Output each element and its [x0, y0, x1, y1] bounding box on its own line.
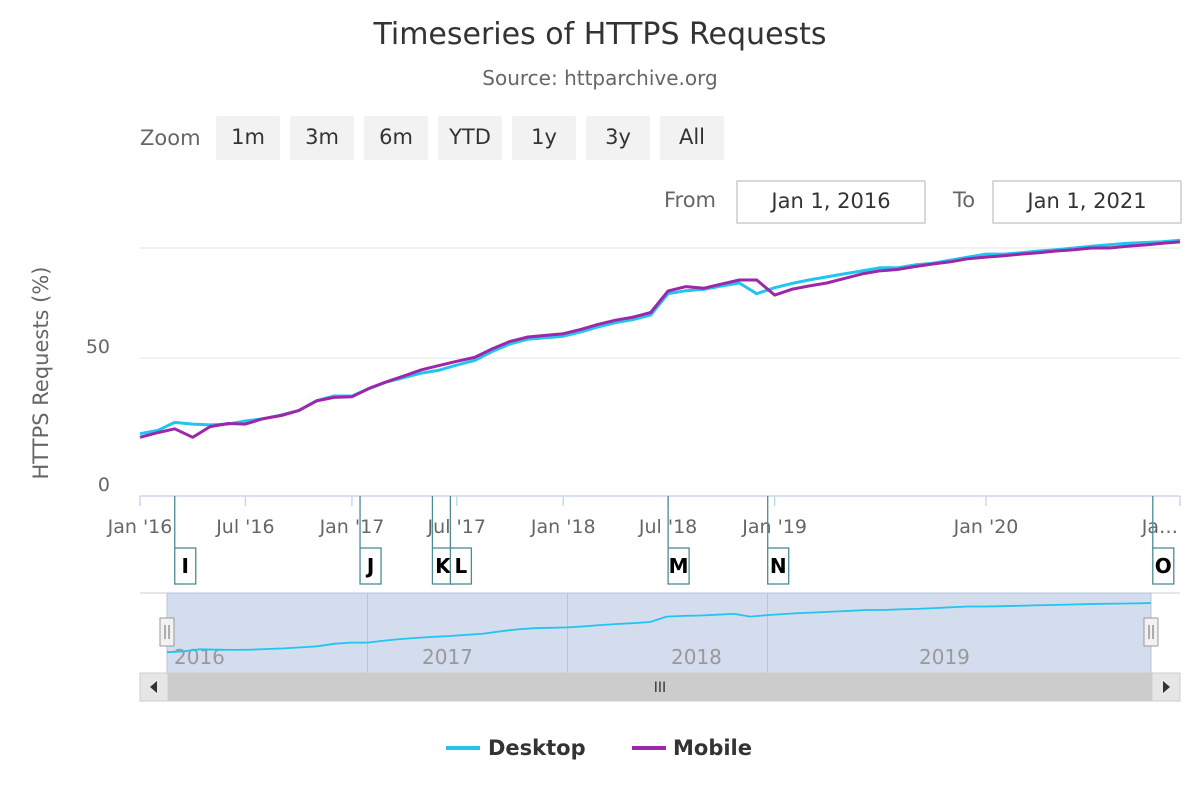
flag-l[interactable]: L [449, 496, 473, 585]
chart-title: Timeseries of HTTPS Requests [372, 17, 826, 52]
flag-n[interactable]: N [767, 496, 790, 585]
scrollbar-thumb[interactable] [168, 673, 1152, 701]
flag-label: I [182, 554, 189, 578]
navigator-year-2018: 2018 [671, 645, 722, 669]
series-lines [139, 238, 1181, 439]
grid-lines [140, 247, 1180, 359]
zoom-button-all-label: All [679, 125, 705, 149]
x-tick-label: Jul '17 [427, 516, 486, 538]
navigator-year-2019: 2019 [919, 645, 970, 669]
legend-desktop-label: Desktop [488, 736, 586, 760]
navigator-left-handle[interactable] [159, 617, 175, 647]
series-line-desktop[interactable] [139, 238, 1181, 436]
zoom-button-6m-label: 6m [379, 125, 413, 149]
legend: Desktop Mobile [446, 736, 752, 760]
series-line-mobile[interactable] [139, 240, 1181, 439]
flag-label: K [435, 554, 452, 578]
arrow-left-icon [150, 681, 157, 693]
zoom-button-1y[interactable]: 1y [512, 116, 576, 160]
zoom-button-1y-label: 1y [531, 125, 557, 149]
zoom-button-ytd[interactable]: YTD [438, 116, 502, 160]
zoom-button-ytd-label: YTD [448, 125, 491, 149]
x-tick-label: Jan '18 [530, 516, 596, 538]
flag-o[interactable]: O [1152, 496, 1175, 585]
flag-box [174, 547, 197, 585]
flag-label: J [365, 554, 374, 578]
zoom-button-3y[interactable]: 3y [586, 116, 650, 160]
navigator-desktop-line [166, 602, 1152, 654]
from-label: From [664, 188, 716, 212]
flag-m[interactable]: M [667, 496, 690, 585]
zoom-button-3y-label: 3y [605, 125, 631, 149]
to-date-input[interactable]: Jan 1, 2021 [992, 180, 1182, 224]
flag-box [359, 547, 382, 585]
zoom-label: Zoom [140, 126, 201, 150]
zoom-button-3m-label: 3m [305, 125, 339, 149]
navigator[interactable]: 2016 2017 2018 2019 [140, 592, 1180, 674]
flag-box [767, 547, 790, 585]
x-tick-label: Jan '16 [107, 516, 173, 538]
y-axis-ticks: 0 50 [86, 336, 110, 496]
zoom-button-3m[interactable]: 3m [290, 116, 354, 160]
flag-j[interactable]: J [359, 496, 382, 585]
chart-subtitle: Source: httparchive.org [482, 66, 717, 90]
flag-i[interactable]: I [174, 496, 197, 585]
zoom-button-6m[interactable]: 6m [364, 116, 428, 160]
legend-item-mobile[interactable]: Mobile [632, 736, 752, 760]
to-date-value: Jan 1, 2021 [1025, 189, 1146, 213]
from-date-input[interactable]: Jan 1, 2016 [736, 180, 926, 224]
navigator-right-handle[interactable] [1143, 617, 1159, 647]
flag-box [449, 547, 473, 585]
legend-item-desktop[interactable]: Desktop [446, 736, 586, 760]
x-axis-ticks: Jan '16 Jul '16 Jan '17 Jul '17 Jan '18 Jul '… [107, 496, 1181, 538]
scroll-left-button[interactable] [139, 672, 169, 702]
x-tick-label: Jan '19 [741, 516, 807, 538]
from-date-value: Jan 1, 2016 [769, 189, 890, 213]
flag-k[interactable]: K [431, 496, 455, 585]
flag-label: M [669, 554, 689, 578]
x-tick-label: Jul '16 [215, 516, 274, 538]
y-axis-label: HTTPS Requests (%) [29, 266, 53, 479]
navigator-selected-range[interactable] [167, 593, 1151, 673]
flag-label: O [1155, 554, 1172, 578]
navigator-year-2017: 2017 [422, 645, 473, 669]
x-tick-label: Jan '17 [319, 516, 385, 538]
arrow-right-icon [1163, 681, 1170, 693]
to-label: To [952, 188, 975, 212]
legend-mobile-label: Mobile [673, 736, 752, 760]
navigator-year-lines [367, 593, 768, 673]
range-selector: Zoom 1m 3m 6m YTD 1y 3y All From [140, 116, 1182, 224]
scroll-right-button[interactable] [1151, 672, 1181, 702]
flag-box [667, 547, 690, 585]
flag-label: L [455, 554, 468, 578]
y-tick-label: 0 [98, 474, 110, 496]
zoom-button-1m-label: 1m [231, 125, 265, 149]
x-tick-label: Ja… [1141, 516, 1178, 538]
flag-label: N [770, 554, 787, 578]
zoom-button-all[interactable]: All [660, 116, 724, 160]
x-tick-label: Jan '20 [953, 516, 1019, 538]
scrollbar[interactable]: III [139, 672, 1181, 702]
scrollbar-grip-icon: III [654, 680, 666, 696]
flag-box [1152, 547, 1175, 585]
y-tick-label: 50 [86, 336, 110, 358]
zoom-button-1m[interactable]: 1m [216, 116, 280, 160]
